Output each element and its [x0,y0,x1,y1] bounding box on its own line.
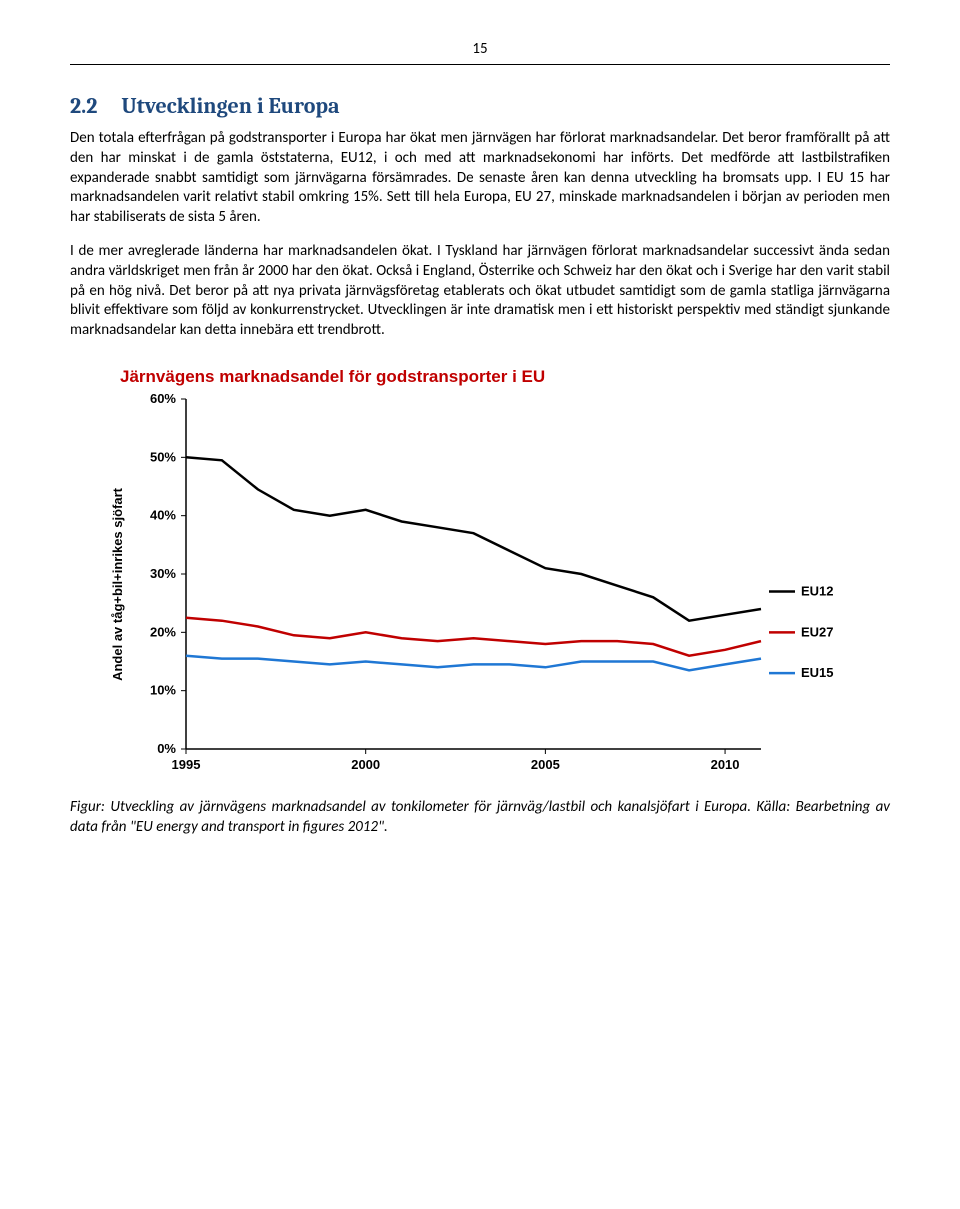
section-number: 2.2 [70,93,97,119]
svg-text:1995: 1995 [171,757,200,772]
svg-text:2005: 2005 [530,757,559,772]
chart-ylabel: Andel av tåg+bil+inrikes sjöfart [110,488,125,681]
svg-text:2010: 2010 [710,757,739,772]
series-EU15 [186,656,761,671]
svg-text:60%: 60% [149,391,175,406]
series-EU27 [186,618,761,656]
svg-text:10%: 10% [149,683,175,698]
chart-container: Järnvägens marknadsandel för godstranspo… [70,367,890,779]
header-rule [70,64,890,65]
svg-text:20%: 20% [149,624,175,639]
section-heading: 2.2 Utvecklingen i Europa [70,93,890,119]
paragraph-2: I de mer avreglerade länderna har markna… [70,242,890,341]
page-number: 15 [70,40,890,58]
series-EU12 [186,457,761,620]
svg-text:50%: 50% [149,449,175,464]
legend-label-EU12: EU12 [801,583,834,598]
legend-label-EU15: EU15 [801,665,834,680]
svg-text:0%: 0% [157,741,176,756]
section-title: Utvecklingen i Europa [121,93,339,119]
svg-text:40%: 40% [149,508,175,523]
legend-label-EU27: EU27 [801,624,834,639]
figure-caption: Figur: Utveckling av järnvägens marknads… [70,797,890,838]
svg-text:2000: 2000 [351,757,380,772]
paragraph-1: Den totala efterfrågan på godstransporte… [70,129,890,228]
svg-text:30%: 30% [149,566,175,581]
chart-title: Järnvägens marknadsandel för godstranspo… [120,367,545,387]
line-chart: 0% 10% 20% 30% 40% 50% 60% 1995 2000 2005 2010 EU12… [131,389,851,779]
